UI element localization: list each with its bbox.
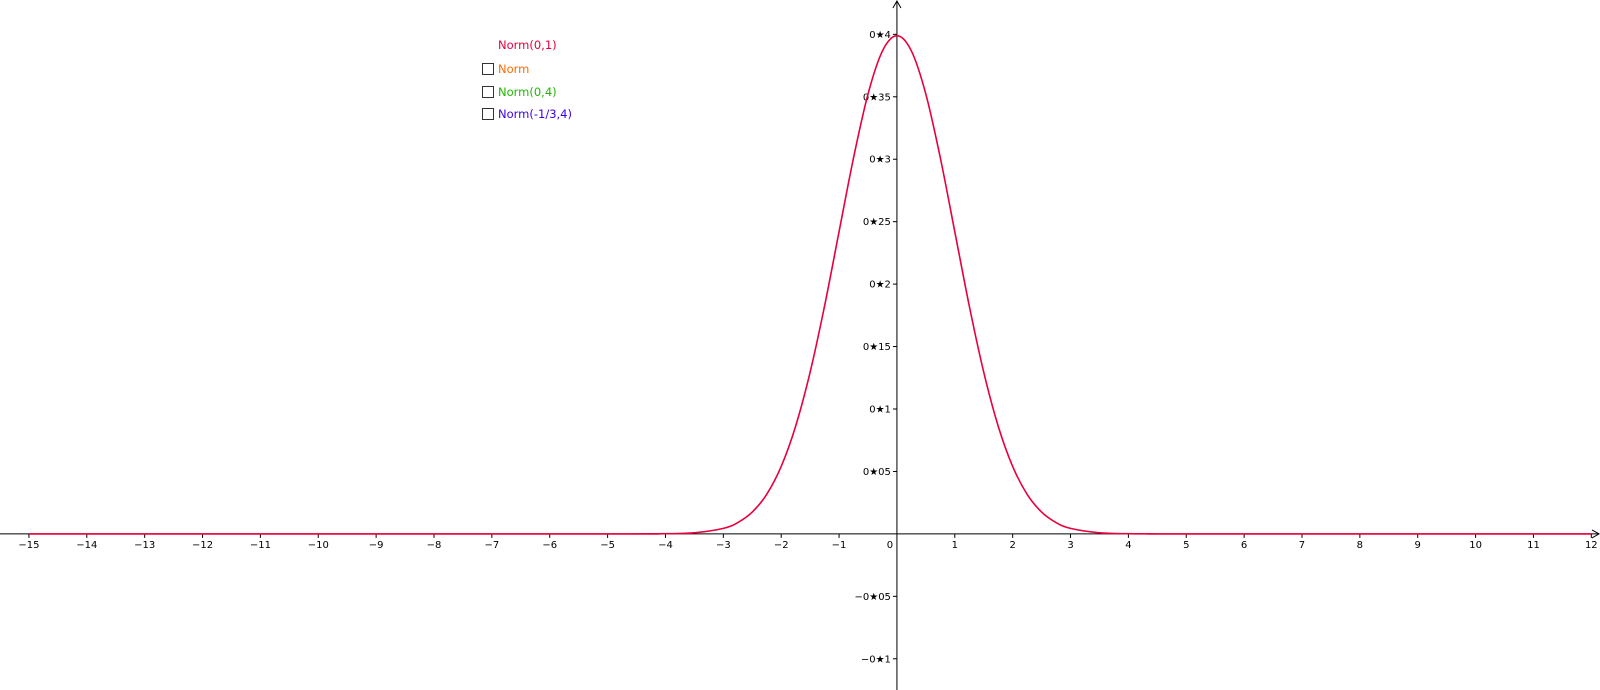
x-tick-label: 6 xyxy=(1241,540,1247,551)
legend-item-norm-0-4[interactable]: Norm(0,4) xyxy=(482,85,557,99)
x-tick-label: −4 xyxy=(658,540,673,551)
x-tick-label: 12 xyxy=(1585,540,1598,551)
legend-item-norm[interactable]: Norm xyxy=(482,62,529,76)
y-axis-arrow xyxy=(892,0,902,9)
norm-checkbox[interactable] xyxy=(482,63,494,75)
norm-0-4-checkbox[interactable] xyxy=(482,86,494,98)
legend-item-norm-neg-1-3-4[interactable]: Norm(-1/3,4) xyxy=(482,107,572,121)
x-tick-label: −2 xyxy=(774,540,789,551)
y-tick-label: 0★1 xyxy=(869,405,891,416)
y-tick-label: 0★3 xyxy=(869,155,891,166)
y-tick-label: 0★35 xyxy=(863,92,891,103)
x-tick-label: −7 xyxy=(484,540,499,551)
x-tick-label: 1 xyxy=(952,540,958,551)
x-tick-label: −15 xyxy=(18,540,39,551)
x-tick-label: −12 xyxy=(192,540,213,551)
x-tick-label: −6 xyxy=(542,540,557,551)
x-tick-label: 4 xyxy=(1125,540,1131,551)
x-tick-label: −13 xyxy=(134,540,155,551)
x-tick-label: −14 xyxy=(76,540,97,551)
legend-label-norm-neg-1-3-4: Norm(-1/3,4) xyxy=(498,107,572,121)
x-tick-label: 11 xyxy=(1527,540,1540,551)
x-tick-label: −3 xyxy=(716,540,731,551)
x-tick-label: −11 xyxy=(250,540,271,551)
y-tick-label: 0★25 xyxy=(863,217,891,228)
x-tick-label: −1 xyxy=(832,540,847,551)
legend-title: Norm(0,1) xyxy=(498,38,557,52)
x-axis-ticks: −15 −14 −13 −12 −11 −10 −9 −8 −7 −6 −5 −4 −3 −2 −1 0 1 2 3… xyxy=(18,533,1598,551)
y-tick-label: 0★15 xyxy=(863,342,891,353)
x-tick-label: 10 xyxy=(1469,540,1482,551)
y-tick-label: 0★05 xyxy=(863,467,891,478)
legend-label-norm-0-4: Norm(0,4) xyxy=(498,85,557,99)
x-tick-label: 5 xyxy=(1183,540,1189,551)
norm-neg-1-3-4-checkbox[interactable] xyxy=(482,108,494,120)
x-tick-label: 9 xyxy=(1415,540,1421,551)
x-tick-label: −8 xyxy=(427,540,442,551)
x-tick-label: 2 xyxy=(1009,540,1015,551)
y-tick-label: 0★2 xyxy=(869,280,891,291)
chart-series xyxy=(28,34,1592,535)
legend-label-norm: Norm xyxy=(498,62,530,76)
x-tick-label: −9 xyxy=(369,540,384,551)
x-tick-label: −10 xyxy=(308,540,329,551)
x-tick-label: 8 xyxy=(1357,540,1363,551)
y-axis-ticks: 0★4 0★35 0★3 0★25 0★2 0★15 0★1 0★05 −0★05 −0★1 xyxy=(854,30,897,665)
series-line-norm-0-1 xyxy=(28,34,1592,535)
y-tick-label: 0★4 xyxy=(869,30,891,41)
y-tick-label: −0★05 xyxy=(854,592,890,603)
x-tick-label: 3 xyxy=(1067,540,1073,551)
x-tick-label: 7 xyxy=(1299,540,1305,551)
y-tick-label: −0★1 xyxy=(861,654,891,665)
x-tick-label: −5 xyxy=(600,540,615,551)
x-axis-arrow xyxy=(1591,529,1600,539)
x-tick-label: 0 xyxy=(887,540,893,551)
